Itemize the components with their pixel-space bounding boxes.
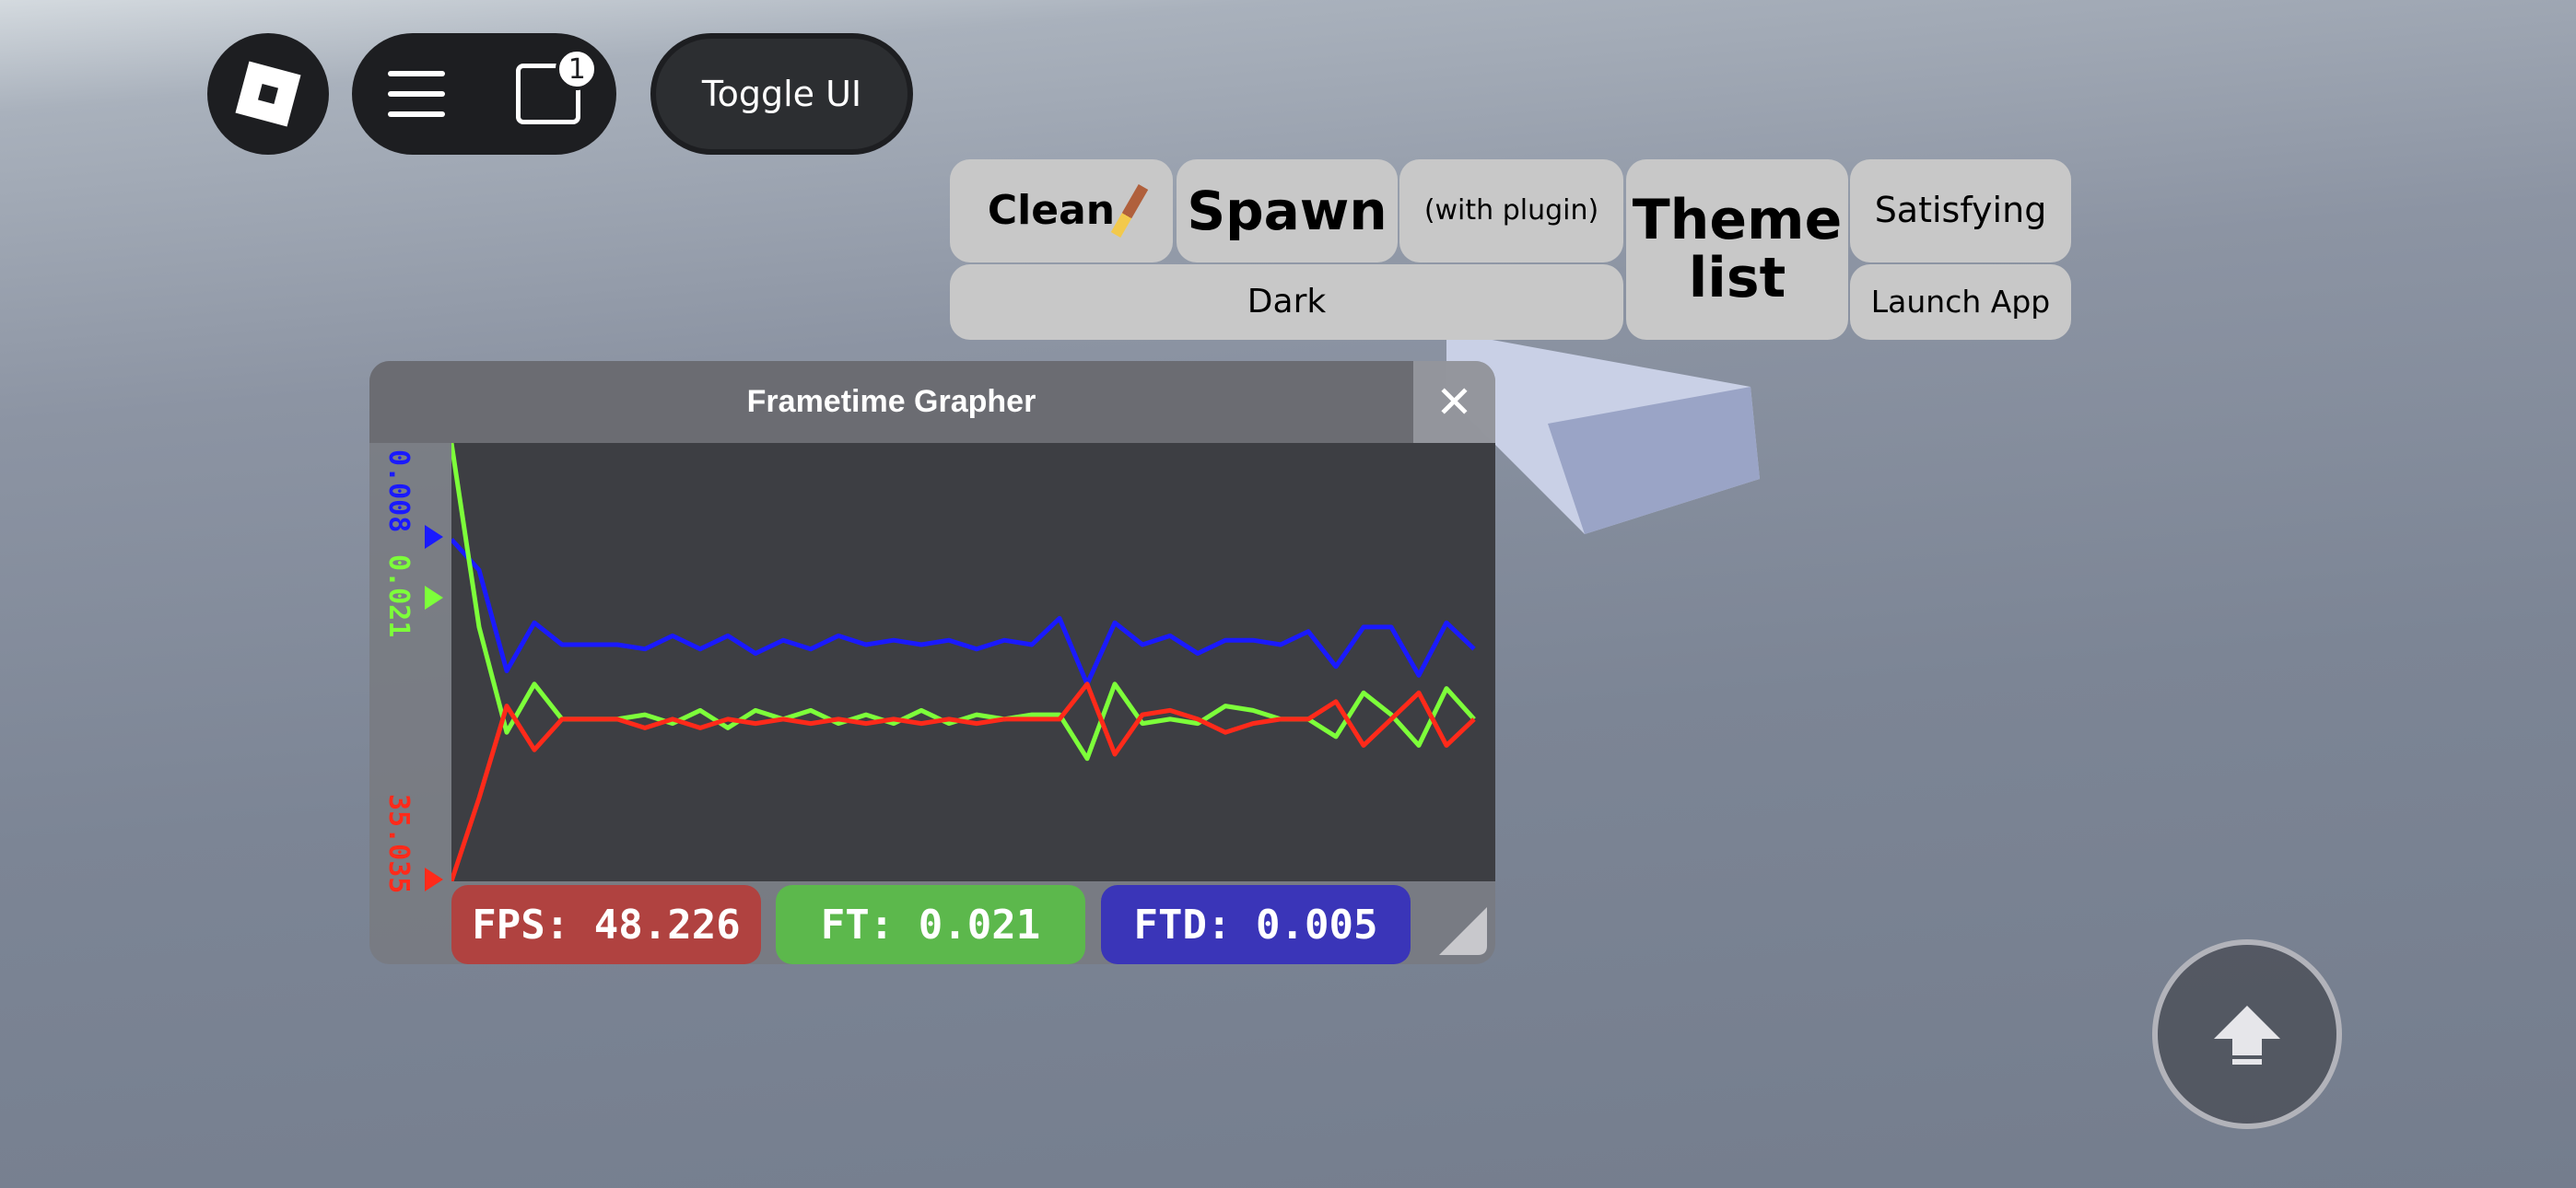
axis-label-red: 35.035: [382, 794, 415, 894]
roblox-logo-icon: [235, 61, 301, 127]
theme-list-button[interactable]: Theme list: [1626, 159, 1848, 340]
axis-label-blue: 0.008: [382, 449, 415, 533]
graph-area: [449, 442, 1495, 882]
toggle-ui-button[interactable]: Toggle UI: [650, 33, 913, 155]
series-line-0: [450, 538, 1476, 687]
ftd-badge: FTD: 0.005: [1101, 885, 1411, 964]
series-line-2: [449, 681, 1476, 882]
broom-icon: [1110, 184, 1149, 238]
spawn-button[interactable]: Spawn: [1177, 159, 1398, 262]
grapher-title[interactable]: Frametime Grapher: [369, 361, 1413, 443]
ft-badge: FT: 0.021: [776, 885, 1085, 964]
jump-button[interactable]: [2152, 939, 2342, 1129]
launch-app-button[interactable]: Launch App: [1850, 264, 2071, 340]
scene-block-side: [1548, 387, 1760, 534]
with-plugin-button[interactable]: (with plugin): [1399, 159, 1623, 262]
satisfying-button[interactable]: Satisfying: [1850, 159, 2071, 262]
red-marker-icon: [425, 868, 443, 891]
notification-badge: 1: [556, 48, 599, 90]
axis-label-green: 0.021: [382, 554, 415, 638]
hamburger-menu-icon[interactable]: [387, 71, 445, 117]
frametime-chart: [449, 442, 1476, 882]
frametime-grapher-window: Frametime Grapher ✕ 0.008 0.021 35.035 F…: [369, 361, 1495, 964]
green-marker-icon: [425, 586, 443, 610]
roblox-menu-button[interactable]: [207, 33, 329, 155]
clean-label: Clean: [987, 186, 1116, 234]
clean-button[interactable]: Clean: [950, 159, 1173, 262]
menu-chat-pill: 1: [352, 33, 616, 155]
close-button[interactable]: ✕: [1413, 361, 1495, 443]
resize-handle-icon[interactable]: [1436, 904, 1492, 960]
dark-button[interactable]: Dark: [950, 264, 1623, 340]
up-arrow-icon: [2214, 1006, 2280, 1065]
chat-icon[interactable]: 1: [516, 48, 599, 124]
blue-marker-icon: [425, 525, 443, 549]
fps-badge: FPS: 48.226: [451, 885, 761, 964]
